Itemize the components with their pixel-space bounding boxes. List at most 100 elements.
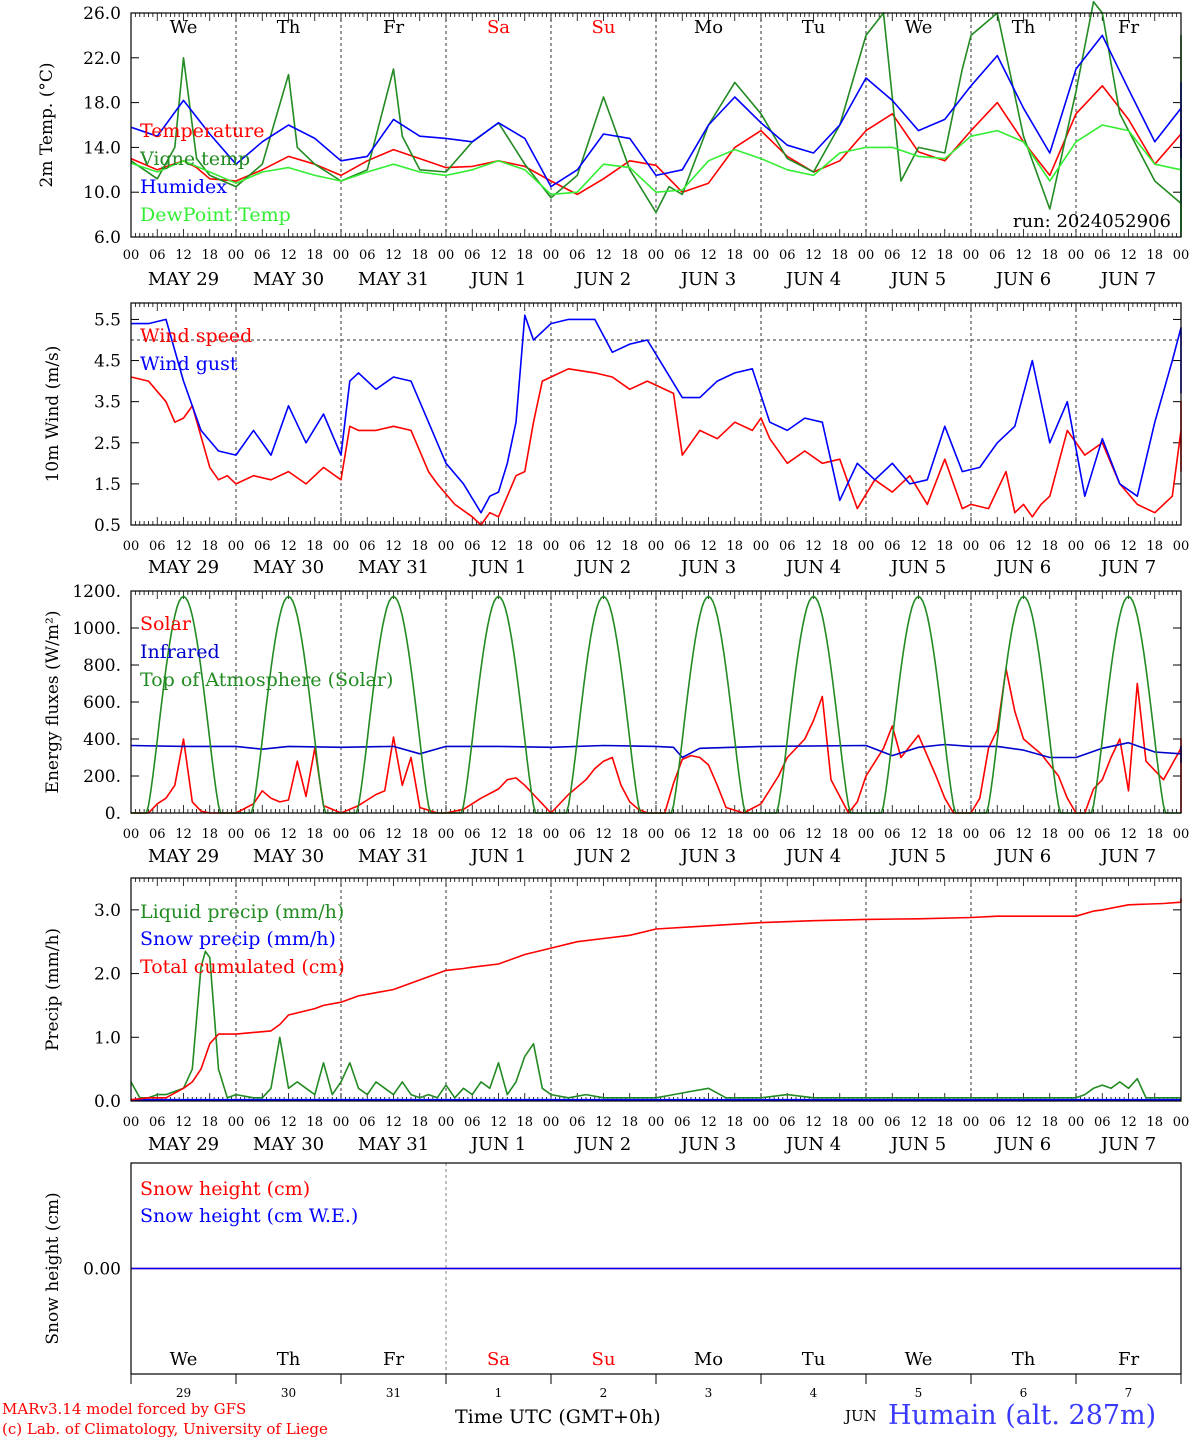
hour-tick-label: 06 bbox=[464, 539, 481, 554]
date-label: JUN 1 bbox=[469, 269, 526, 290]
hour-tick-label: 00 bbox=[858, 1115, 875, 1130]
date-label: JUN 4 bbox=[784, 846, 841, 867]
y-axis-title: Energy fluxes (W/m²) bbox=[43, 611, 63, 794]
hour-tick-label: 06 bbox=[884, 248, 901, 263]
panel-1: 6.0 10.0 14.0 18.0 22.0 26.0 2m Temp. (°C) Temp… bbox=[37, 0, 1189, 290]
hour-tick-label: 00 bbox=[543, 248, 560, 263]
hour-tick-label: 00 bbox=[333, 827, 350, 842]
hour-tick-label: 06 bbox=[989, 1115, 1006, 1130]
y-tick-label: 600. bbox=[83, 693, 121, 713]
hour-tick-label: 12 bbox=[490, 1115, 507, 1130]
date-label: MAY 30 bbox=[253, 846, 324, 867]
weekday-label: Su bbox=[592, 1349, 616, 1370]
hour-tick-label: 00 bbox=[123, 1115, 140, 1130]
weekday-label: Th bbox=[1012, 17, 1036, 38]
hour-tick-label: 00 bbox=[123, 248, 140, 263]
weekday-label: Mo bbox=[694, 17, 723, 38]
series-dewpoint-temp bbox=[130, 124, 1182, 232]
series-wind-speed bbox=[130, 367, 1182, 526]
month-label: JUN bbox=[845, 1407, 877, 1425]
legend-entry: Snow precip (mm/h) bbox=[140, 928, 336, 950]
hour-tick-label: 06 bbox=[1094, 827, 1111, 842]
hour-tick-label: 00 bbox=[123, 827, 140, 842]
hour-tick-label: 00 bbox=[333, 1115, 350, 1130]
hour-tick-label: 12 bbox=[595, 827, 612, 842]
hour-tick-label: 18 bbox=[1146, 539, 1163, 554]
y-axis-title: Precip (mm/h) bbox=[43, 928, 63, 1051]
hour-tick-label: 12 bbox=[175, 1115, 192, 1130]
series-infrared bbox=[130, 741, 1182, 763]
hour-tick-label: 00 bbox=[753, 1115, 770, 1130]
hour-tick-label: 00 bbox=[543, 539, 560, 554]
hour-tick-label: 00 bbox=[648, 248, 665, 263]
date-label: JUN 6 bbox=[994, 1134, 1051, 1155]
y-tick-label: 0.00 bbox=[83, 1260, 121, 1280]
hour-tick-label: 06 bbox=[989, 248, 1006, 263]
legend-entry: Wind speed bbox=[140, 325, 252, 347]
weekday-label: Fr bbox=[1118, 1349, 1139, 1370]
hour-tick-label: 18 bbox=[201, 827, 218, 842]
hour-tick-label: 00 bbox=[1173, 1115, 1190, 1130]
plot-frame bbox=[130, 12, 1182, 238]
date-label: JUN 6 bbox=[994, 557, 1051, 578]
hour-tick-label: 06 bbox=[674, 539, 691, 554]
hour-tick-label: 12 bbox=[1120, 1115, 1137, 1130]
hour-tick-label: 12 bbox=[595, 248, 612, 263]
date-label: JUN 7 bbox=[1099, 1134, 1156, 1155]
weekday-label: Th bbox=[277, 1349, 301, 1370]
hour-tick-label: 18 bbox=[621, 1115, 638, 1130]
y-tick-label: 22.0 bbox=[83, 49, 121, 69]
hour-tick-label: 06 bbox=[359, 1115, 376, 1130]
hour-tick-label: 06 bbox=[569, 248, 586, 263]
date-label: JUN 3 bbox=[679, 557, 736, 578]
hour-tick-label: 06 bbox=[674, 1115, 691, 1130]
panel-2: 0.5 1.5 2.5 3.5 4.5 5.5 10m Wind (m/s) Wind spe… bbox=[43, 302, 1190, 578]
date-label: JUN 3 bbox=[679, 269, 736, 290]
hour-tick-label: 00 bbox=[753, 248, 770, 263]
date-label: JUN 5 bbox=[889, 846, 946, 867]
hour-tick-label: 12 bbox=[1015, 1115, 1032, 1130]
date-label: JUN 5 bbox=[889, 557, 946, 578]
hour-tick-label: 00 bbox=[438, 1115, 455, 1130]
hour-tick-label: 18 bbox=[411, 1115, 428, 1130]
hour-tick-label: 12 bbox=[490, 827, 507, 842]
hour-tick-label: 00 bbox=[1068, 1115, 1085, 1130]
hour-tick-label: 06 bbox=[884, 827, 901, 842]
hour-tick-label: 12 bbox=[700, 248, 717, 263]
y-tick-label: 2.5 bbox=[94, 434, 121, 454]
hour-tick-label: 00 bbox=[648, 539, 665, 554]
hour-tick-label: 18 bbox=[306, 248, 323, 263]
hour-tick-label: 00 bbox=[1068, 827, 1085, 842]
y-tick-label: 5.5 bbox=[94, 310, 121, 330]
legend-entry: DewPoint Temp bbox=[140, 204, 291, 226]
date-label: JUN 1 bbox=[469, 557, 526, 578]
hour-tick-label: 18 bbox=[1146, 1115, 1163, 1130]
hour-tick-label: 18 bbox=[936, 1115, 953, 1130]
hour-tick-label: 12 bbox=[385, 248, 402, 263]
hour-tick-label: 18 bbox=[411, 248, 428, 263]
hour-tick-label: 00 bbox=[1173, 539, 1190, 554]
hour-tick-label: 06 bbox=[884, 539, 901, 554]
hour-tick-label: 18 bbox=[1146, 827, 1163, 842]
y-tick-label: 18.0 bbox=[83, 94, 121, 114]
hour-tick-label: 12 bbox=[700, 827, 717, 842]
hour-tick-label: 00 bbox=[123, 539, 140, 554]
series-humidex bbox=[130, 34, 1182, 204]
hour-tick-label: 00 bbox=[753, 539, 770, 554]
day-number-label: 7 bbox=[1125, 1386, 1133, 1400]
hour-tick-label: 00 bbox=[1173, 827, 1190, 842]
date-label: MAY 30 bbox=[253, 557, 324, 578]
hour-tick-label: 18 bbox=[1041, 539, 1058, 554]
y-tick-label: 3.0 bbox=[94, 901, 121, 921]
hour-tick-label: 18 bbox=[1146, 248, 1163, 263]
y-tick-label: 4.5 bbox=[94, 352, 121, 372]
y-axis-title: Snow height (cm) bbox=[43, 1192, 63, 1344]
hour-tick-label: 06 bbox=[1094, 248, 1111, 263]
hour-tick-label: 18 bbox=[411, 827, 428, 842]
hour-tick-label: 06 bbox=[359, 248, 376, 263]
y-axis-title: 10m Wind (m/s) bbox=[43, 346, 63, 483]
hour-tick-label: 06 bbox=[779, 248, 796, 263]
hour-tick-label: 18 bbox=[621, 827, 638, 842]
hour-tick-label: 18 bbox=[726, 539, 743, 554]
hour-tick-label: 12 bbox=[595, 539, 612, 554]
